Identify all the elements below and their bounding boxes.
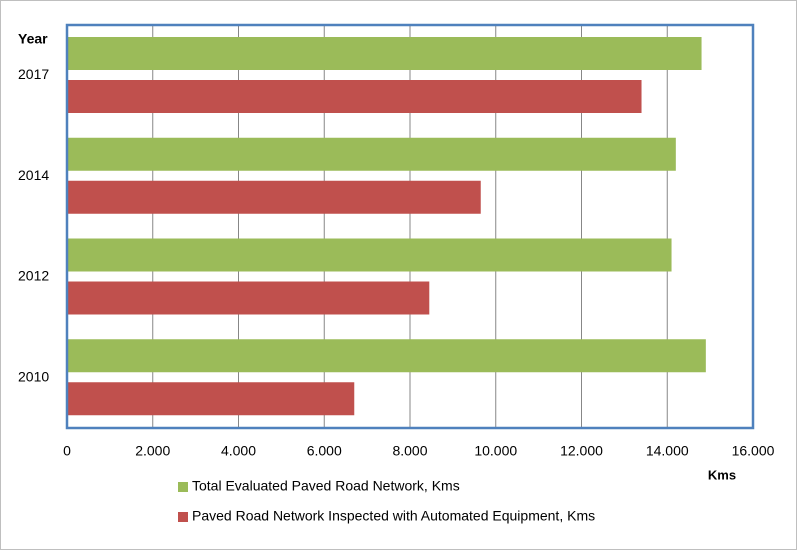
y-axis-title: Year [18,31,48,47]
bar [67,80,642,113]
x-tick-label: 6.000 [307,443,342,459]
y-tick-label: 2017 [18,66,49,82]
y-tick-label: 2012 [18,268,49,284]
x-tick-label: 14.000 [646,443,689,459]
x-tick-label: 10.000 [474,443,517,459]
plot-frame [65,23,755,430]
bars [67,37,706,416]
bar [67,137,676,171]
bar [67,180,481,214]
legend-label: Total Evaluated Paved Road Network, Kms [192,478,460,494]
bar [67,238,672,272]
y-tick-label: 2014 [18,167,49,183]
legend-label: Paved Road Network Inspected with Automa… [192,508,595,524]
bar [67,382,355,416]
bar [67,281,430,315]
legend-swatch [178,482,188,492]
y-tick-label: 2010 [18,368,49,384]
x-tick-label: 8.000 [392,443,427,459]
x-tick-label: 2.000 [135,443,170,459]
x-tick-label: 0 [63,443,71,459]
bar [67,37,702,70]
legend-swatch [178,512,188,522]
x-axis-title: Kms [708,467,736,482]
bar [67,339,706,373]
x-tick-label: 16.000 [732,443,775,459]
x-tick-label: 4.000 [221,443,256,459]
x-tick-label: 12.000 [560,443,603,459]
